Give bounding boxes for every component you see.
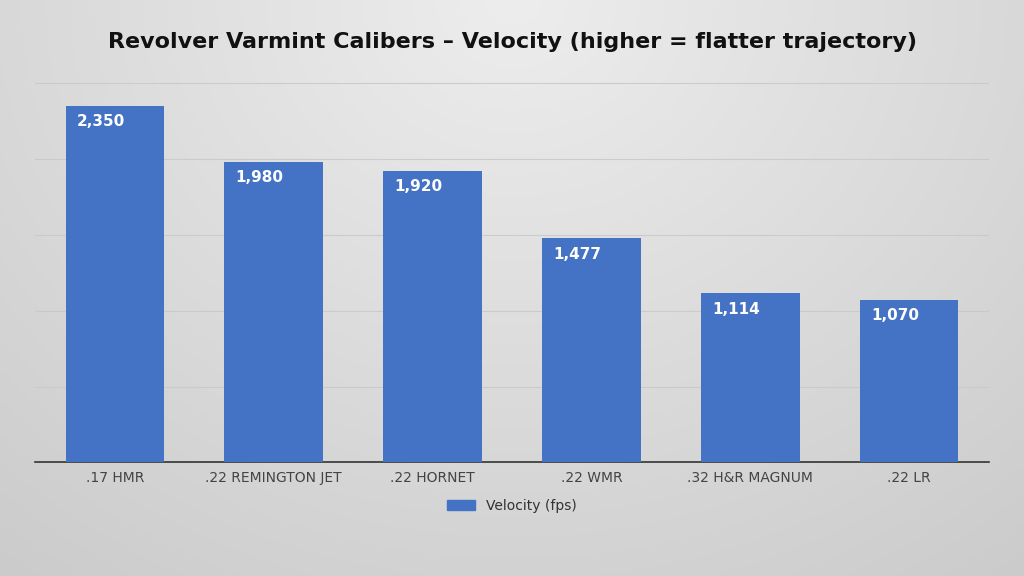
Bar — [224, 162, 323, 463]
Bar — [701, 293, 800, 463]
Bar — [860, 300, 958, 463]
Text: 1,114: 1,114 — [712, 302, 760, 317]
Bar — [383, 171, 482, 463]
Bar — [542, 238, 641, 463]
Legend: Velocity (fps): Velocity (fps) — [441, 494, 583, 518]
Bar — [66, 105, 164, 463]
Title: Revolver Varmint Calibers – Velocity (higher = flatter trajectory): Revolver Varmint Calibers – Velocity (hi… — [108, 32, 916, 52]
Text: 1,920: 1,920 — [394, 179, 442, 194]
Text: 1,070: 1,070 — [871, 308, 919, 323]
Text: 1,477: 1,477 — [553, 247, 601, 262]
Text: 2,350: 2,350 — [77, 114, 125, 129]
Text: 1,980: 1,980 — [236, 170, 284, 185]
